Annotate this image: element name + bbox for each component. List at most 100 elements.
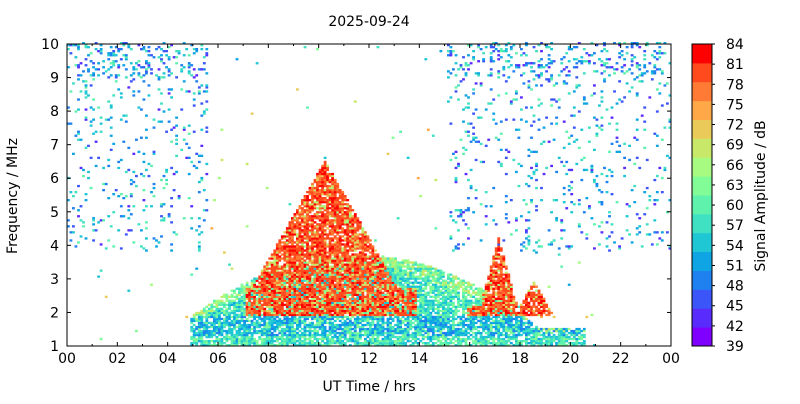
heatmap-cell bbox=[235, 287, 239, 290]
heatmap-cell bbox=[414, 329, 418, 333]
heatmap-cell bbox=[142, 46, 146, 49]
heatmap-cell bbox=[351, 299, 355, 303]
heatmap-cell bbox=[406, 313, 410, 317]
heatmap-cell bbox=[142, 199, 146, 202]
heatmap-cell bbox=[366, 327, 370, 331]
heatmap-cell bbox=[369, 277, 372, 280]
heatmap-cell bbox=[298, 340, 302, 343]
heatmap-cell bbox=[298, 267, 302, 270]
heatmap-cell bbox=[318, 211, 322, 214]
heatmap-cell bbox=[200, 315, 204, 319]
heatmap-cell bbox=[318, 209, 322, 212]
heatmap-cell bbox=[321, 315, 325, 319]
heatmap-cell bbox=[369, 333, 372, 337]
heatmap-cell bbox=[228, 329, 231, 333]
heatmap-cell bbox=[283, 271, 287, 274]
heatmap-cell bbox=[379, 279, 382, 282]
heatmap-cell bbox=[424, 297, 428, 301]
heatmap-cell bbox=[366, 340, 370, 343]
heatmap-cell bbox=[374, 297, 377, 301]
heatmap-cell bbox=[326, 295, 330, 299]
heatmap-cell bbox=[356, 331, 360, 335]
heatmap-cell bbox=[114, 189, 118, 192]
heatmap-cell bbox=[318, 271, 322, 274]
heatmap-cell bbox=[293, 229, 297, 232]
heatmap-cell bbox=[301, 257, 304, 260]
heatmap-cell bbox=[356, 229, 360, 232]
heatmap-cell bbox=[416, 331, 420, 335]
heatmap-cell bbox=[396, 311, 400, 315]
heatmap-cell bbox=[228, 301, 231, 305]
heatmap-cell bbox=[243, 303, 247, 307]
heatmap-cell bbox=[167, 46, 171, 49]
heatmap-cell bbox=[326, 281, 330, 284]
heatmap-cell bbox=[316, 243, 319, 246]
heatmap-cell bbox=[394, 275, 398, 278]
heatmap-cell bbox=[318, 172, 322, 176]
heatmap-cell bbox=[109, 54, 113, 57]
heatmap-cell bbox=[338, 337, 342, 341]
heatmap-cell bbox=[447, 313, 450, 317]
heatmap-cell bbox=[411, 285, 415, 288]
heatmap-cell bbox=[288, 311, 292, 315]
heatmap-cell bbox=[187, 54, 191, 57]
heatmap-cell bbox=[318, 249, 322, 252]
heatmap-cell bbox=[391, 289, 395, 292]
heatmap-cell bbox=[311, 189, 314, 192]
heatmap-cell bbox=[318, 289, 322, 292]
heatmap-cell bbox=[406, 265, 410, 268]
heatmap-cell bbox=[147, 174, 151, 178]
heatmap-cell bbox=[396, 327, 400, 331]
heatmap-cell bbox=[207, 333, 211, 337]
heatmap-cell bbox=[328, 184, 332, 188]
heatmap-cell bbox=[374, 327, 377, 331]
heatmap-cell bbox=[296, 289, 299, 292]
heatmap-cell bbox=[416, 307, 420, 311]
heatmap-cell bbox=[321, 245, 325, 248]
heatmap-cell bbox=[258, 344, 262, 347]
heatmap-cell bbox=[303, 219, 307, 222]
heatmap-cell bbox=[333, 253, 337, 256]
heatmap-cell bbox=[72, 82, 75, 85]
heatmap-cell bbox=[401, 313, 405, 317]
heatmap-cell bbox=[205, 327, 209, 331]
heatmap-cell bbox=[401, 305, 405, 309]
heatmap-cell bbox=[351, 227, 355, 230]
heatmap-cell bbox=[298, 293, 302, 297]
heatmap-cell bbox=[182, 42, 186, 45]
heatmap-cell bbox=[411, 325, 415, 329]
heatmap-cell bbox=[298, 245, 302, 248]
heatmap-cell bbox=[301, 333, 304, 337]
heatmap-cell bbox=[185, 315, 189, 319]
heatmap-cell bbox=[379, 293, 382, 297]
heatmap-cell bbox=[245, 335, 249, 339]
heatmap-cell bbox=[265, 273, 269, 276]
heatmap-cell bbox=[79, 219, 83, 222]
heatmap-cell bbox=[280, 301, 284, 305]
heatmap-cell bbox=[379, 275, 382, 278]
heatmap-cell bbox=[426, 344, 430, 347]
heatmap-cell bbox=[444, 289, 448, 292]
heatmap-cell bbox=[311, 182, 314, 186]
heatmap-cell bbox=[361, 227, 365, 230]
heatmap-cell bbox=[265, 309, 269, 313]
heatmap-cell bbox=[351, 297, 355, 301]
heatmap-cell bbox=[296, 327, 299, 331]
heatmap-cell bbox=[285, 340, 289, 343]
heatmap-cell bbox=[411, 277, 415, 280]
heatmap-cell bbox=[240, 317, 244, 321]
heatmap-cell bbox=[411, 313, 415, 317]
heatmap-cell bbox=[77, 74, 80, 77]
heatmap-cell bbox=[341, 323, 345, 327]
heatmap-cell bbox=[447, 100, 450, 103]
heatmap-cell bbox=[326, 207, 330, 210]
heatmap-cell bbox=[248, 293, 252, 297]
heatmap-cell bbox=[253, 309, 257, 313]
heatmap-cell bbox=[213, 305, 216, 309]
heatmap-cell bbox=[240, 301, 244, 305]
heatmap-cell bbox=[150, 54, 153, 57]
heatmap-cell bbox=[449, 158, 453, 162]
heatmap-cell bbox=[313, 233, 317, 236]
heatmap-cell bbox=[366, 271, 370, 274]
heatmap-cell bbox=[331, 213, 335, 216]
